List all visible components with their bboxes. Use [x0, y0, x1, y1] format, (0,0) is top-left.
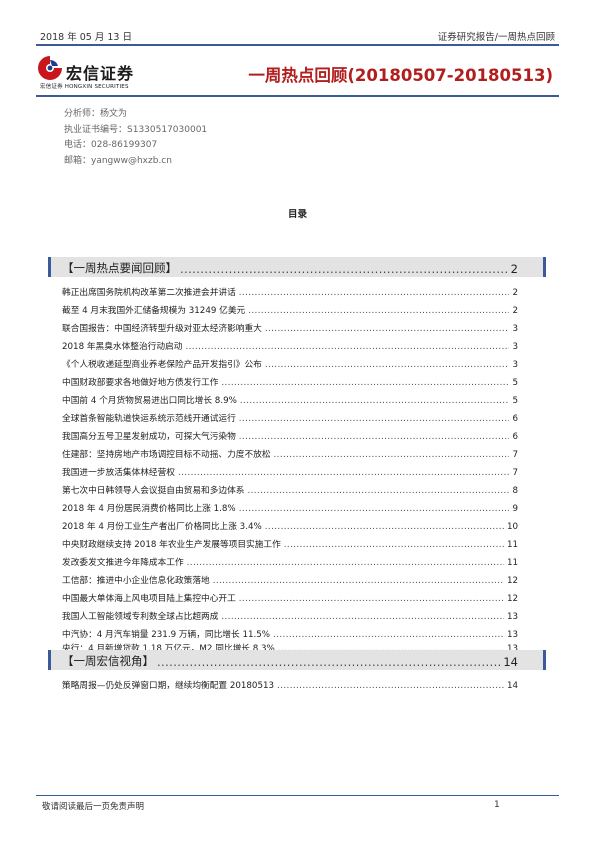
toc-entry[interactable]: 工信部：推进中小企业信息化政策落地 12	[62, 572, 518, 586]
logo-text: 宏信证券	[66, 64, 135, 83]
toc-entry-page: 6	[512, 414, 518, 424]
toc-entry[interactable]: 《个人税收递延型商业养老保险产品开发指引》公布 3	[62, 356, 518, 370]
toc-entry[interactable]: 2018 年 4 月份居民消费价格同比上涨 1.8% 9	[62, 500, 518, 514]
toc-entry-page: 5	[512, 396, 518, 406]
report-type: 证券研究报告/一周热点回顾	[437, 32, 555, 43]
toc-entry-page: 12	[506, 576, 518, 586]
toc-entry-page: 5	[512, 378, 518, 388]
toc-entry-title: 中国财政部要求各地做好地方债发行工作	[62, 378, 219, 388]
toc-entry-title: 第七次中日韩领导人会议挺自由贸易和多边体系	[62, 486, 245, 496]
toc-entry-page: 10	[506, 522, 518, 532]
report-date: 2018 年 05 月 13 日	[40, 32, 132, 43]
company-logo: 宏信证券 宏信证券 HONGXIN SECURITIES	[36, 52, 166, 94]
analyst-phone: 电话：028-86199307	[64, 140, 158, 150]
toc-entry-title: 央行：4 月新增贷款 1.18 万亿元，M2 同比增长 8.3%	[62, 644, 275, 654]
toc-entry-page: 11	[506, 558, 518, 568]
running-header: 2018 年 05 月 13 日 证券研究报告/一周热点回顾	[36, 28, 559, 43]
toc-entry[interactable]: 2018 年黑臭水体整治行动启动 3	[62, 338, 518, 352]
toc-entry[interactable]: 住建部：坚持房地产市场调控目标不动摇、力度不放松 7	[62, 446, 518, 460]
toc-entry-title: 2018 年 4 月份居民消费价格同比上涨 1.8%	[62, 504, 236, 514]
toc-heading: 目录	[287, 209, 307, 220]
analyst-name: 分析师：杨文为	[64, 109, 128, 119]
toc-entry-page: 9	[512, 504, 518, 514]
toc-section-title: 【一周热点要闻回顾】	[62, 261, 177, 275]
toc-entry-page: 14	[506, 681, 518, 691]
toc-entry-title: 我国人工智能领域专利数全球占比超两成	[62, 612, 219, 622]
toc-entry[interactable]: 策略周报—仍处反弹窗口期，继续均衡配置 20180513 14	[62, 677, 518, 691]
toc-entry-title: 工信部：推进中小企业信息化政策落地	[62, 576, 210, 586]
toc-entry[interactable]: 中国财政部要求各地做好地方债发行工作 5	[62, 374, 518, 388]
toc-entry-title: 2018 年黑臭水体整治行动启动	[62, 342, 183, 352]
analyst-license: 执业证书编号：S1330517030001	[64, 124, 208, 135]
toc-section-title: 【一周宏信视角】	[62, 654, 154, 668]
logo-mark-icon	[38, 56, 62, 80]
toc-entry-title: 全球首条智能轨道快运系统示范线开通试运行	[62, 414, 236, 424]
title-rule	[36, 95, 559, 97]
toc-section-page: 14	[503, 655, 518, 669]
toc-entry[interactable]: 2018 年 4 月份工业生产者出厂价格同比上涨 3.4% 10	[62, 518, 518, 532]
toc-entry-page: 7	[512, 468, 518, 478]
toc-entry[interactable]: 中国最大单体海上风电项目陆上集控中心开工 12	[62, 590, 518, 604]
toc-entry-page: 8	[512, 486, 518, 496]
toc-entry-title: 中国最大单体海上风电项目陆上集控中心开工	[62, 594, 236, 604]
toc-entry-page: 13	[506, 630, 518, 640]
toc-entry-page: 12	[506, 594, 518, 604]
toc-entry-page: 3	[512, 342, 518, 352]
toc-entry-page: 3	[512, 360, 518, 370]
footer-rule	[36, 795, 559, 796]
toc-section[interactable]: 【一周热点要闻回顾】 2	[62, 258, 518, 276]
toc-entry[interactable]: 第七次中日韩领导人会议挺自由贸易和多边体系 8	[62, 482, 518, 496]
toc-entry-title: 我国高分五号卫星发射成功，可探大气污染物	[62, 432, 236, 442]
toc-entry[interactable]: 发改委发文推进今年降成本工作 11	[62, 554, 518, 568]
toc-entry-page: 7	[512, 450, 518, 460]
page-number: 1	[494, 800, 500, 810]
toc-entry[interactable]: 截至 4 月末我国外汇储备规模为 31249 亿美元 2	[62, 302, 518, 316]
toc-entry-page: 13	[506, 644, 518, 654]
toc-entry-title: 联合国报告：中国经济转型升级对亚太经济影响重大	[62, 324, 262, 334]
toc-entry[interactable]: 全球首条智能轨道快运系统示范线开通试运行 6	[62, 410, 518, 424]
toc-entry[interactable]: 中国前 4 个月货物贸易进出口同比增长 8.9% 5	[62, 392, 518, 406]
toc-entry-page: 11	[506, 540, 518, 550]
toc-entry[interactable]: 中央财政继续支持 2018 年农业生产发展等项目实施工作 11	[62, 536, 518, 550]
toc-entry[interactable]: 我国进一步放活集体林经营权 7	[62, 464, 518, 478]
toc-entry-title: 中汽协：4 月汽车销量 231.9 万辆，同比增长 11.5%	[62, 630, 271, 640]
toc-section[interactable]: 【一周宏信视角】 14	[62, 651, 518, 669]
toc-entry[interactable]: 我国人工智能领域专利数全球占比超两成 13	[62, 608, 518, 622]
toc-entry-title: 韩正出席国务院机构改革第二次推进会并讲话	[62, 288, 236, 298]
toc-entry[interactable]: 我国高分五号卫星发射成功，可探大气污染物 6	[62, 428, 518, 442]
toc-entry-page: 6	[512, 432, 518, 442]
toc-entry-title: 策略周报—仍处反弹窗口期，继续均衡配置 20180513	[62, 681, 275, 691]
toc-entry-title: 住建部：坚持房地产市场调控目标不动摇、力度不放松	[62, 450, 271, 460]
toc-entry-title: 中央财政继续支持 2018 年农业生产发展等项目实施工作	[62, 540, 281, 550]
toc-entry-title: 发改委发文推进今年降成本工作	[62, 558, 184, 568]
toc-entry-title: 2018 年 4 月份工业生产者出厂价格同比上涨 3.4%	[62, 522, 262, 532]
toc-entry[interactable]: 韩正出席国务院机构改革第二次推进会并讲话 2	[62, 284, 518, 298]
toc-entry-page: 3	[512, 324, 518, 334]
toc-entry[interactable]: 中汽协：4 月汽车销量 231.9 万辆，同比增长 11.5% 13	[62, 626, 518, 640]
toc-entry[interactable]: 联合国报告：中国经济转型升级对亚太经济影响重大 3	[62, 320, 518, 334]
toc-entry-page: 2	[512, 288, 518, 298]
logo-subtext: 宏信证券 HONGXIN SECURITIES	[40, 84, 129, 90]
header-rule	[36, 44, 559, 46]
toc-entry-page: 2	[512, 306, 518, 316]
toc-entry-page: 13	[506, 612, 518, 622]
toc-entry-title: 截至 4 月末我国外汇储备规模为 31249 亿美元	[62, 306, 246, 316]
toc-section-page: 2	[510, 262, 518, 276]
analyst-info: 分析师：杨文为 执业证书编号：S1330517030001 电话：028-861…	[64, 107, 207, 169]
disclaimer-note: 敬请阅读最后一页免责声明	[42, 802, 145, 812]
document-title: 一周热点回顾(20180507-20180513)	[248, 66, 553, 85]
toc-entry-title: 我国进一步放活集体林经营权	[62, 468, 175, 478]
analyst-email[interactable]: 邮箱：yangww@hxzb.cn	[64, 155, 172, 166]
toc-entry[interactable]: 央行：4 月新增贷款 1.18 万亿元，M2 同比增长 8.3% 13	[62, 640, 518, 654]
toc-entry-title: 《个人税收递延型商业养老保险产品开发指引》公布	[62, 360, 262, 370]
toc-entry-title: 中国前 4 个月货物贸易进出口同比增长 8.9%	[62, 396, 237, 406]
